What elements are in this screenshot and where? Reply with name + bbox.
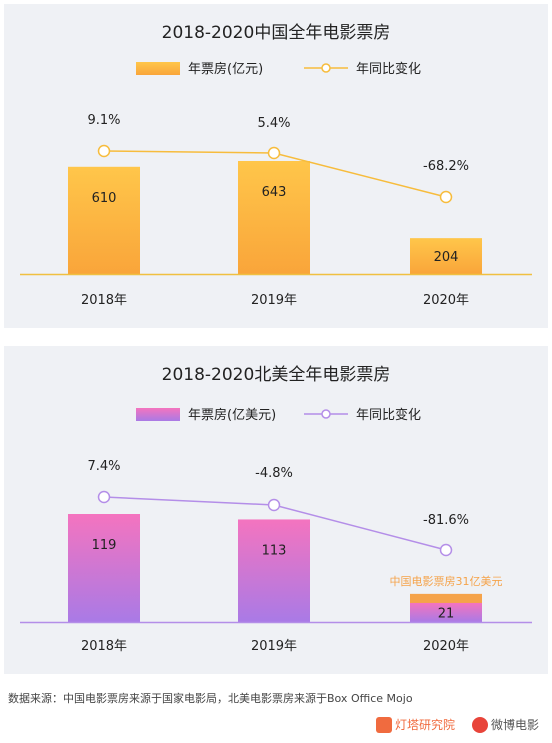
- weibo-logo-icon: [472, 716, 488, 733]
- legend-line-label: 年同比变化: [356, 407, 421, 423]
- yoy-value-label: 9.1%: [87, 113, 120, 128]
- yoy-value-label: 7.4%: [87, 459, 120, 474]
- bar-value-label: 610: [92, 191, 117, 206]
- bar-value-label: 113: [262, 543, 287, 558]
- yoy-point: [97, 144, 111, 158]
- bar: [238, 519, 310, 622]
- china-box-office-chart-panel: 2018-2020中国全年电影票房年票房(亿元) 年同比变化 610 643 204 9.…: [4, 4, 548, 328]
- bar: [410, 238, 482, 274]
- bar: [68, 166, 140, 274]
- yoy-value-label: -4.8%: [255, 466, 293, 481]
- bar-value-label: 204: [434, 250, 459, 265]
- bar-value-label: 643: [262, 185, 287, 200]
- chart-title: 2018-2020北美全年电影票房: [162, 365, 391, 385]
- dengta-research-brand: 灯塔研究院: [376, 716, 455, 733]
- weibo-brand-label: 微博电影: [491, 718, 540, 732]
- legend-bar-swatch: [136, 62, 180, 75]
- legend-line-label: 年同比变化: [356, 61, 421, 77]
- yoy-point: [267, 498, 281, 512]
- yoy-point: [439, 190, 453, 204]
- x-tick-label: 2018年: [81, 293, 127, 308]
- annotation-label: 中国电影票房31亿美元: [390, 575, 503, 588]
- yoy-point: [267, 146, 281, 160]
- x-tick-label: 2020年: [423, 639, 469, 654]
- x-tick-label: 2019年: [251, 639, 297, 654]
- bar: [238, 161, 310, 274]
- yoy-point: [97, 490, 111, 504]
- yoy-value-label: -81.6%: [423, 513, 469, 528]
- legend-line-marker: [321, 409, 331, 419]
- chart-title: 2018-2020中国全年电影票房: [162, 23, 391, 43]
- x-tick-label: 2018年: [81, 639, 127, 654]
- yoy-point: [439, 543, 453, 557]
- bar-value-label: 21: [438, 606, 455, 621]
- yoy-value-label: 5.4%: [257, 116, 290, 131]
- bar: [68, 514, 140, 622]
- dengta-logo-icon: [376, 716, 392, 733]
- x-tick-label: 2020年: [423, 293, 469, 308]
- north-america-box-office-chart-panel: 2018-2020北美全年电影票房年票房(亿美元) 年同比变化 119 113 中国电影…: [4, 346, 548, 674]
- x-tick-label: 2019年: [251, 293, 297, 308]
- bar: [410, 602, 482, 622]
- legend-bar-swatch: [136, 408, 180, 421]
- data-source-note: 数据来源：中国电影票房来源于国家电影局，北美电影票房来源于Box Office …: [8, 692, 413, 705]
- bar-value-label: 119: [92, 538, 117, 553]
- dengta-brand-label: 灯塔研究院: [395, 718, 456, 732]
- legend-bar-label: 年票房(亿元): [188, 61, 263, 77]
- weibo-movie-brand: 微博电影: [472, 716, 539, 733]
- legend-bar-label: 年票房(亿美元): [188, 407, 276, 423]
- yoy-value-label: -68.2%: [423, 159, 469, 174]
- legend-line-marker: [321, 63, 331, 73]
